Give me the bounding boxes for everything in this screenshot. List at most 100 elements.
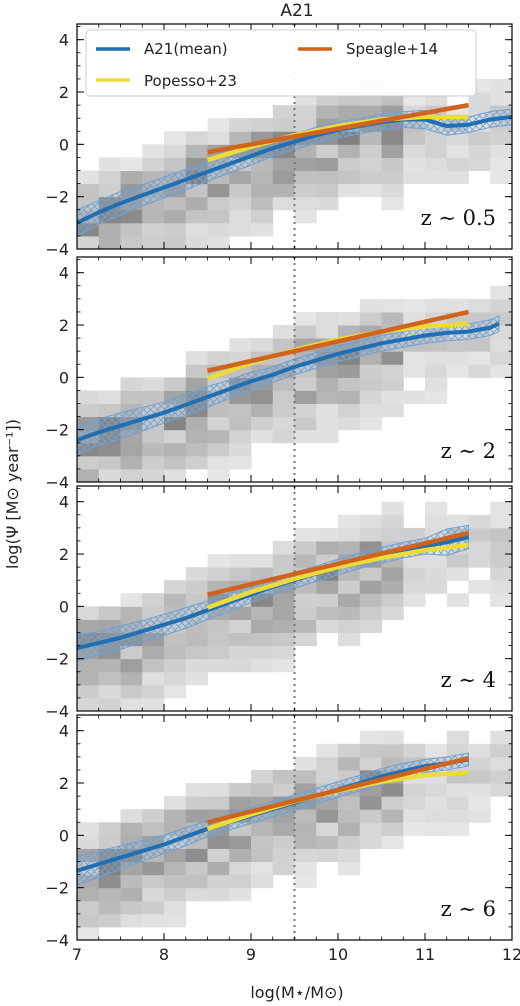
density-cell — [425, 351, 448, 365]
density-cell — [98, 835, 121, 849]
density-cell — [490, 92, 512, 106]
density-cell — [425, 567, 448, 581]
density-cell — [120, 697, 143, 711]
density-cell — [403, 527, 426, 542]
density-cell — [338, 144, 361, 158]
y-tick-label: −2 — [45, 188, 69, 207]
density-cell — [468, 769, 491, 784]
density-cell — [185, 196, 208, 211]
density-cell — [316, 540, 339, 555]
density-cell — [294, 619, 317, 634]
density-cell — [229, 222, 252, 237]
density-cell — [142, 157, 165, 172]
density-cell — [207, 351, 230, 365]
density-cell — [142, 468, 165, 482]
legend-label-mean: A21(mean) — [144, 40, 228, 58]
density-cell — [120, 874, 143, 889]
series-line-speagle — [206, 755, 470, 825]
density-cell — [185, 442, 208, 457]
density-cell — [229, 170, 252, 185]
density-cell — [120, 235, 143, 249]
density-cell — [294, 157, 317, 172]
series-line-popesso — [206, 542, 469, 610]
density-cell — [98, 390, 121, 405]
density-cell — [142, 684, 165, 699]
density-cell — [359, 157, 382, 172]
density-cell — [359, 298, 382, 313]
density-cell — [294, 848, 317, 863]
density-cell — [120, 658, 143, 673]
legend-label-popesso: Popesso+23 — [144, 72, 237, 90]
density-cell — [207, 783, 230, 797]
density-cell — [142, 874, 165, 889]
density-cell — [316, 580, 339, 594]
density-cell — [77, 671, 100, 686]
density-cell — [229, 874, 252, 889]
density-cell — [294, 105, 317, 119]
panel-2: −4 −2 0 2 4 z ∼ 2 — [45, 256, 513, 492]
density-cell — [359, 743, 382, 758]
density-cell — [164, 671, 187, 686]
density-cell — [294, 554, 317, 568]
density-cell — [316, 606, 339, 620]
density-cell — [120, 593, 143, 607]
density-cell — [142, 697, 165, 711]
density-cell — [316, 756, 339, 771]
y-axis-label: log(Ψ [M⊙ year⁻¹]) — [3, 419, 22, 569]
density-cell — [98, 874, 121, 889]
density-cell — [272, 403, 295, 418]
density-cell — [381, 593, 404, 607]
density-cell — [381, 580, 404, 594]
density-cell — [164, 429, 187, 444]
density-cell — [316, 769, 339, 784]
density-cell — [251, 861, 274, 876]
density-cell — [316, 848, 339, 863]
density-cell — [403, 157, 426, 172]
y-tick-label: 0 — [59, 368, 69, 387]
density-cell — [468, 144, 491, 158]
density-cell — [490, 170, 512, 185]
density-cell — [294, 311, 317, 326]
density-cell — [446, 364, 469, 378]
density-cell — [77, 822, 100, 836]
density-cell — [294, 874, 317, 889]
density-cell — [381, 527, 404, 542]
density-cell — [446, 144, 469, 158]
density-cell — [294, 835, 317, 849]
density-cell — [490, 540, 512, 555]
density-cell — [229, 429, 252, 444]
density-cell — [403, 364, 426, 378]
density-cell — [403, 144, 426, 158]
density-cell — [120, 887, 143, 902]
density-cell — [185, 209, 208, 224]
y-tick-label: −2 — [45, 650, 69, 669]
density-cell — [207, 796, 230, 810]
density-cell — [316, 157, 339, 172]
density-cell — [229, 861, 252, 876]
density-cell — [185, 351, 208, 365]
density-cell — [229, 658, 252, 673]
density-cell — [359, 416, 382, 431]
density-cell — [338, 822, 361, 836]
y-tick-label: −4 — [45, 473, 69, 492]
density-cell — [120, 913, 143, 928]
density-cell — [120, 222, 143, 237]
density-cell — [316, 619, 339, 634]
density-cell — [185, 887, 208, 902]
density-cell — [207, 183, 230, 198]
density-cell — [229, 442, 252, 457]
y-tick-label: −2 — [45, 421, 69, 440]
density-cell — [381, 822, 404, 836]
density-cell — [425, 809, 448, 823]
density-cell — [98, 222, 121, 237]
density-cell — [359, 567, 382, 581]
density-cell — [272, 390, 295, 405]
y-tick-label: 4 — [59, 264, 69, 283]
y-tick-label: 2 — [59, 316, 69, 335]
density-cell — [338, 157, 361, 172]
density-cell — [142, 900, 165, 915]
density-cell — [446, 298, 469, 313]
density-cell — [446, 783, 469, 797]
density-cell — [142, 913, 165, 928]
density-cell — [251, 554, 274, 568]
